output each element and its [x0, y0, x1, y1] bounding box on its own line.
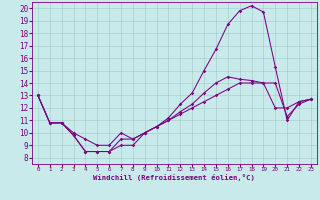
X-axis label: Windchill (Refroidissement éolien,°C): Windchill (Refroidissement éolien,°C) — [93, 174, 255, 181]
